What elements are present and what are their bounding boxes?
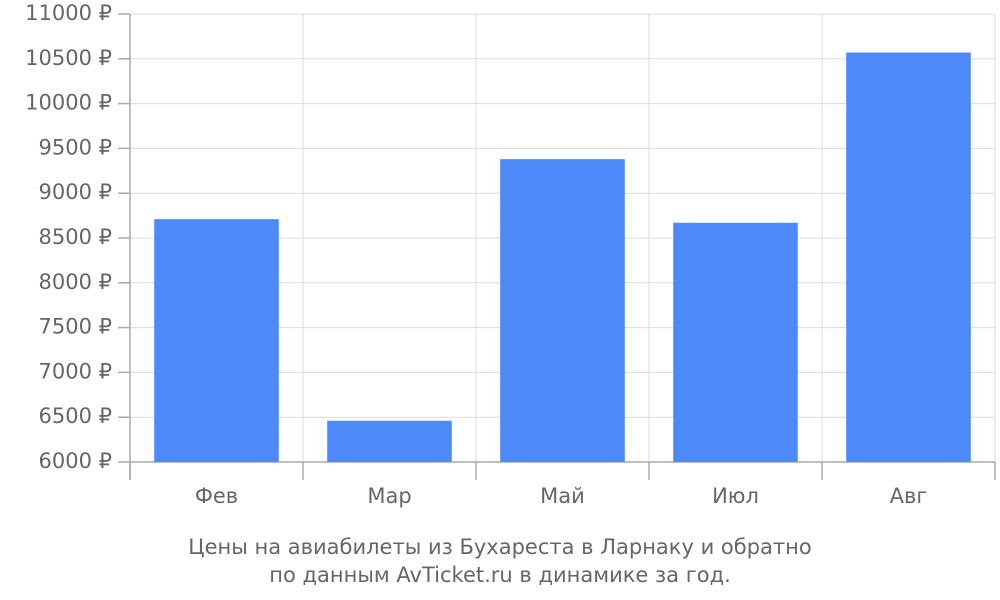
y-tick-label: 6500 ₽	[39, 404, 112, 428]
y-tick-label: 7500 ₽	[39, 315, 112, 339]
x-tick-label: Май	[540, 484, 585, 508]
x-tick-label: Июл	[712, 484, 759, 508]
bar	[846, 52, 971, 462]
chart-title: Цены на авиабилеты из Бухареста в Ларнак…	[188, 535, 811, 559]
y-tick-label: 9000 ₽	[39, 180, 112, 204]
y-tick-label: 10000 ₽	[25, 91, 112, 115]
chart-subtitle: по данным AvTicket.ru в динамике за год.	[269, 563, 731, 587]
y-tick-label: 7000 ₽	[39, 359, 112, 383]
x-tick-label: Мар	[367, 484, 411, 508]
y-tick-label: 11000 ₽	[25, 1, 112, 25]
bar	[500, 159, 625, 463]
x-tick-label: Авг	[890, 484, 928, 508]
y-tick-label: 6000 ₽	[39, 449, 112, 473]
bar	[327, 420, 452, 462]
y-tick-label: 8500 ₽	[39, 225, 112, 249]
x-tick-label: Фев	[195, 484, 238, 508]
y-tick-label: 10500 ₽	[25, 46, 112, 70]
bar	[154, 219, 279, 462]
y-tick-label: 9500 ₽	[39, 135, 112, 159]
y-tick-label: 8000 ₽	[39, 270, 112, 294]
bar	[673, 222, 798, 462]
